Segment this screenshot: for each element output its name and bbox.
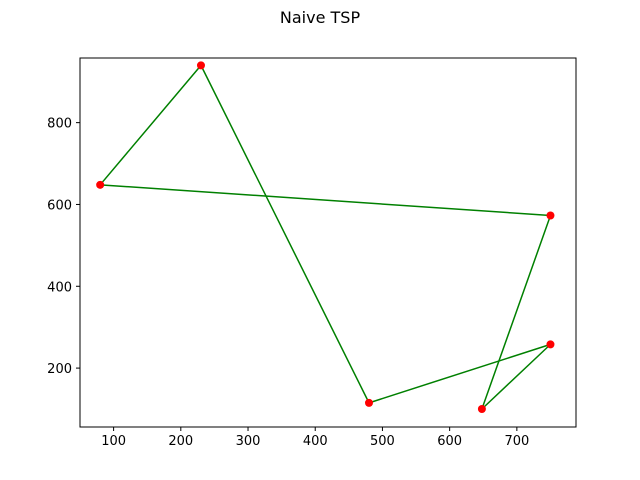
x-tick-label: 700 <box>504 434 529 449</box>
x-tick-label: 200 <box>168 434 193 449</box>
x-tick-label: 100 <box>101 434 126 449</box>
chart-title: Naive TSP <box>280 8 361 27</box>
plot-frame <box>79 57 577 428</box>
x-axis: 100 200 300 400 500 600 700 <box>101 427 529 449</box>
city-point <box>196 61 205 70</box>
x-tick-label: 400 <box>303 434 328 449</box>
city-point <box>96 180 105 189</box>
city-point <box>546 211 555 220</box>
y-tick-label: 800 <box>47 117 72 132</box>
route-lines <box>99 64 552 410</box>
route-segment <box>481 214 552 410</box>
route-segment <box>99 64 202 186</box>
x-tick-label: 300 <box>236 434 261 449</box>
y-tick-label: 400 <box>47 280 72 295</box>
route-segment <box>481 343 552 410</box>
city-point <box>546 340 555 349</box>
city-point <box>477 405 486 413</box>
route-segment <box>368 343 552 404</box>
city-point <box>364 398 373 407</box>
y-tick-label: 200 <box>47 362 72 377</box>
y-tick-label: 600 <box>47 198 72 213</box>
city-points <box>96 61 555 413</box>
x-tick-label: 600 <box>437 434 462 449</box>
y-axis: 200 400 600 800 <box>47 117 80 377</box>
route-segment <box>99 184 552 217</box>
route-segment <box>200 64 370 404</box>
x-tick-label: 500 <box>370 434 395 449</box>
